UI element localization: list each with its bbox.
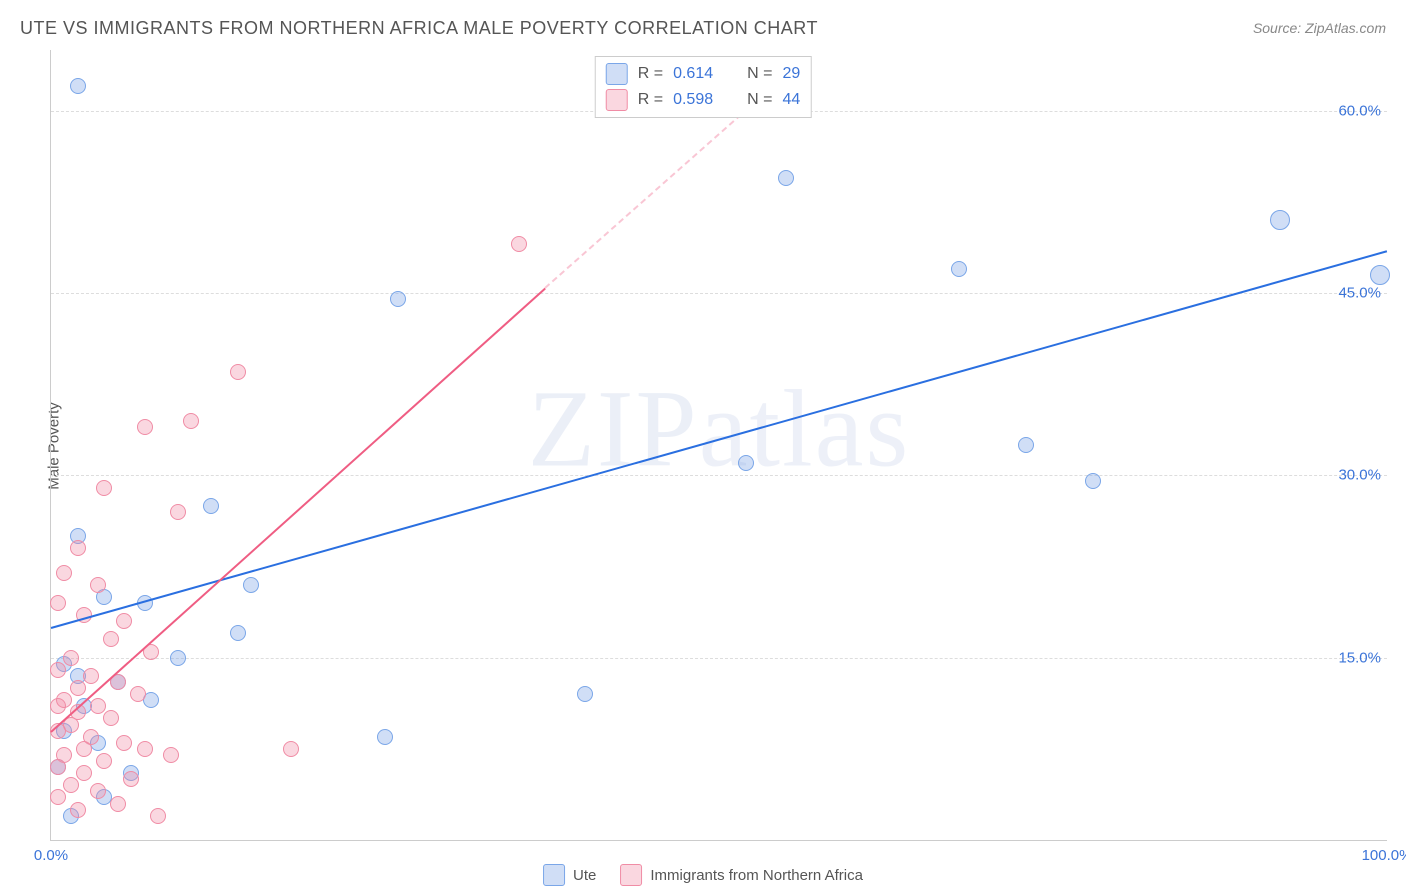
legend-label-ute: Ute [573,867,596,884]
data-point-ute [377,729,393,745]
data-point-immigrants [130,686,146,702]
data-point-immigrants [116,613,132,629]
x-tick-label: 0.0% [34,847,68,864]
gridline [51,658,1387,659]
data-point-immigrants [123,771,139,787]
data-point-immigrants [116,735,132,751]
r-value-immigrants: 0.598 [673,91,713,109]
data-point-ute [577,686,593,702]
legend-row-immigrants: R = 0.598 N = 44 [606,87,801,113]
data-point-immigrants [70,802,86,818]
correlation-legend: R = 0.614 N = 29 R = 0.598 N = 44 [595,56,812,118]
n-label: N = [747,91,772,109]
data-point-immigrants [50,789,66,805]
legend-row-ute: R = 0.614 N = 29 [606,61,801,87]
data-point-immigrants [70,680,86,696]
data-point-immigrants [183,413,199,429]
legend-item-immigrants: Immigrants from Northern Africa [620,864,863,886]
data-point-immigrants [70,540,86,556]
data-point-ute [70,78,86,94]
data-point-immigrants [56,565,72,581]
y-tick-label: 60.0% [1338,102,1381,119]
r-label: R = [638,91,663,109]
data-point-immigrants [163,747,179,763]
data-point-ute [951,261,967,277]
data-point-immigrants [90,577,106,593]
data-point-immigrants [50,698,66,714]
plot-area: ZIPatlas 15.0%30.0%45.0%60.0%0.0%100.0% [50,50,1387,841]
swatch-ute [606,63,628,85]
chart-container: UTE VS IMMIGRANTS FROM NORTHERN AFRICA M… [0,0,1406,892]
data-point-ute [203,498,219,514]
data-point-ute [243,577,259,593]
series-legend: Ute Immigrants from Northern Africa [543,864,863,886]
swatch-ute-icon [543,864,565,886]
trend-line [51,251,1388,630]
swatch-immigrants [606,89,628,111]
r-label: R = [638,65,663,83]
data-point-immigrants [511,236,527,252]
watermark: ZIPatlas [528,366,911,493]
data-point-immigrants [96,753,112,769]
n-value-immigrants: 44 [782,91,800,109]
data-point-immigrants [63,650,79,666]
chart-title: UTE VS IMMIGRANTS FROM NORTHERN AFRICA M… [20,18,818,39]
data-point-ute [738,455,754,471]
data-point-immigrants [137,741,153,757]
data-point-ute [1085,473,1101,489]
data-point-immigrants [63,777,79,793]
data-point-ute [390,291,406,307]
gridline [51,293,1387,294]
data-point-immigrants [137,419,153,435]
data-point-immigrants [103,710,119,726]
legend-label-immigrants: Immigrants from Northern Africa [650,867,863,884]
data-point-immigrants [103,631,119,647]
data-point-ute [170,650,186,666]
source-label: Source: ZipAtlas.com [1253,20,1386,36]
data-point-immigrants [230,364,246,380]
data-point-immigrants [76,741,92,757]
y-tick-label: 30.0% [1338,467,1381,484]
legend-item-ute: Ute [543,864,596,886]
data-point-ute [1018,437,1034,453]
y-tick-label: 45.0% [1338,285,1381,302]
data-point-immigrants [50,595,66,611]
data-point-ute [230,625,246,641]
data-point-immigrants [90,783,106,799]
data-point-immigrants [170,504,186,520]
swatch-immigrants-icon [620,864,642,886]
data-point-immigrants [76,765,92,781]
gridline [51,475,1387,476]
data-point-immigrants [96,480,112,496]
data-point-ute [778,170,794,186]
data-point-immigrants [50,662,66,678]
data-point-immigrants [90,698,106,714]
n-value-ute: 29 [782,65,800,83]
x-tick-label: 100.0% [1362,847,1406,864]
data-point-immigrants [110,796,126,812]
y-tick-label: 15.0% [1338,649,1381,666]
data-point-immigrants [83,668,99,684]
data-point-ute [1370,265,1390,285]
r-value-ute: 0.614 [673,65,713,83]
data-point-ute [1270,210,1290,230]
data-point-immigrants [283,741,299,757]
n-label: N = [747,65,772,83]
data-point-immigrants [150,808,166,824]
data-point-immigrants [50,759,66,775]
